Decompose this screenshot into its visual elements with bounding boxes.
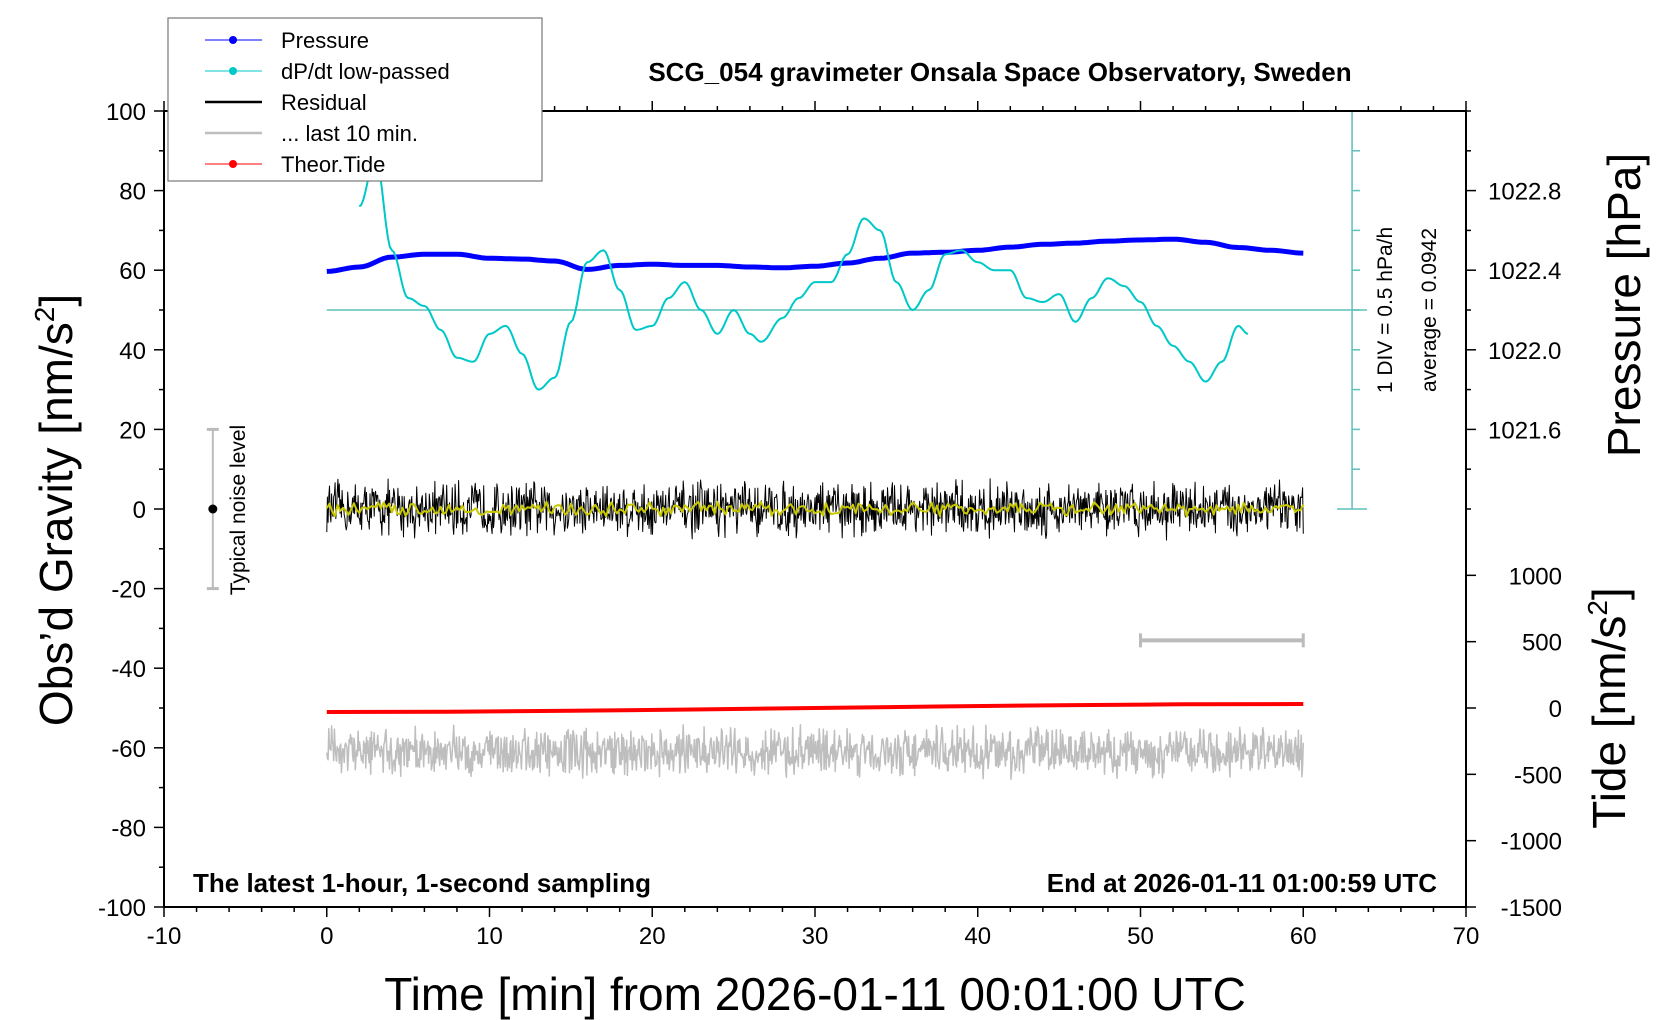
series-residual [326,478,1304,541]
tide-tick-label: 0 [1549,696,1562,723]
tide-tick-label: -1000 [1501,829,1562,856]
legend-label: Pressure [281,28,369,53]
y-tick-label: -80 [111,815,146,842]
x-tick-label: 10 [476,923,503,950]
y-tick-label: -40 [111,656,146,683]
legend-marker [229,36,237,44]
pressure-tick-label: 1022.4 [1488,258,1561,285]
legend-box [167,17,543,182]
note-left: The latest 1-hour, 1-second sampling [193,868,651,898]
y-axis-label-text: Obs’d Gravity [nm/s [30,322,82,726]
y-tick-label: 100 [106,99,146,126]
y-tick-label: 0 [133,497,146,524]
series-group [206,110,1368,781]
y-tick-label: -100 [98,895,146,922]
y-tick-label: -20 [111,577,146,604]
tide-tick-label: 1000 [1509,563,1562,590]
tide-axis-label-text: Tide [nm/s [1583,616,1635,829]
series-residual-smoothed [325,500,1305,518]
pressure-tick-label: 1022.8 [1488,179,1561,206]
noise-level-label: Typical noise level [227,425,250,595]
y-tick-label: -60 [111,736,146,763]
dpdt-average-label: average = 0.0942 [1418,228,1441,392]
legend-label: ... last 10 min. [281,121,418,146]
x-tick-label: 20 [639,923,666,950]
y-axis-label-end: ] [30,294,82,307]
x-tick-label: 50 [1127,923,1154,950]
tide-axis-label: Tide [nm/s2] [1582,587,1635,828]
x-tick-label: 60 [1290,923,1317,950]
x-tick-label: 40 [964,923,991,950]
legend-marker [229,160,237,168]
series-pressure [326,236,1304,274]
pressure-tick-label: 1022.0 [1488,338,1561,365]
x-tick-label: 30 [802,923,829,950]
legend: Pressure dP/dt low-passed Residual ... last… [167,17,543,182]
plot-frame [163,110,1467,908]
pressure-axis-label: Pressure [hPa] [1598,153,1650,457]
tide-axis-label-end: ] [1583,587,1635,600]
series-dp-dt-low-passed [358,157,1249,391]
y-tick-label: 40 [119,338,146,365]
y-tick-label: 60 [119,258,146,285]
tide-tick-label: -1500 [1501,895,1562,922]
chart-title: SCG_054 gravimeter Onsala Space Observat… [648,57,1351,87]
series-theor-tide [326,702,1304,714]
series-last-10-min [326,724,1305,781]
x-tick-label: 0 [320,923,333,950]
tide-tick-label: -500 [1514,762,1562,789]
x-tick-label: -10 [147,923,182,950]
x-tick-label: 70 [1453,923,1480,950]
legend-label: dP/dt low-passed [281,59,450,84]
noise-level-dot [208,504,218,514]
x-axis-label: Time [min] from 2026-01-11 00:01:00 UTC [384,968,1246,1020]
y-axis-label-sup: 2 [29,307,60,323]
pressure-tick-label: 1021.6 [1488,417,1561,444]
legend-label: Theor.Tide [281,152,385,177]
legend-marker [229,67,237,75]
axis-ticks: -10 0 10 20 30 40 50 60 70100806040200-20-40-60-… [98,99,1562,950]
tide-tick-label: 500 [1522,630,1562,657]
tide-axis-label-sup: 2 [1582,600,1613,616]
note-right: End at 2026-01-11 01:00:59 UTC [1047,868,1437,898]
y-axis-label: Obs’d Gravity [nm/s2] [29,294,82,726]
y-tick-label: 80 [119,179,146,206]
legend-label: Residual [281,90,367,115]
y-tick-label: 20 [119,417,146,444]
dpdt-scale-label: 1 DIV = 0.5 hPa/h [1374,227,1397,393]
